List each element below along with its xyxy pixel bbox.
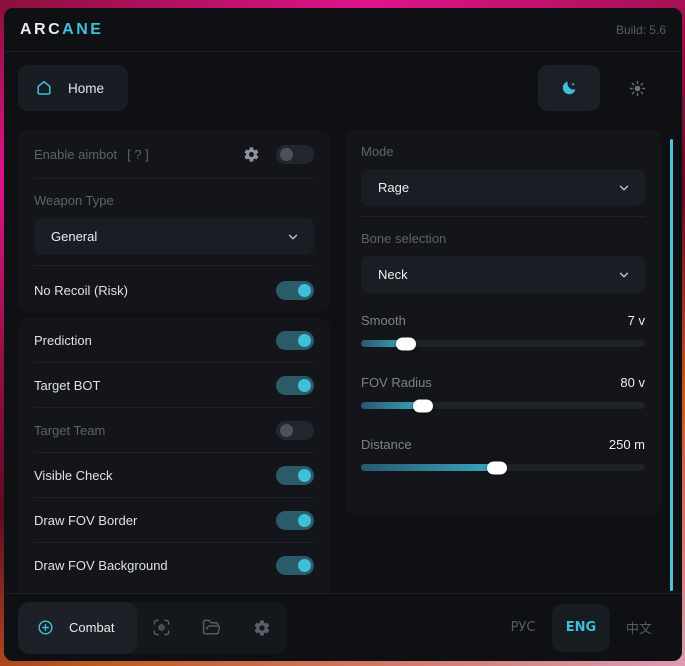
no-recoil-label: No Recoil (Risk): [34, 282, 128, 298]
toggle-row: Draw FOV Border: [18, 498, 330, 542]
target-bot-toggle[interactable]: [276, 375, 314, 395]
lang-eng-button[interactable]: ENG: [552, 603, 610, 652]
tab-visuals[interactable]: [137, 602, 187, 654]
tab-configs[interactable]: [187, 602, 237, 654]
build-version: Build: 5.6: [615, 22, 666, 37]
brand-suffix: ANE: [62, 20, 104, 38]
bone-selection-label: Bone selection: [361, 231, 447, 246]
home-label: Home: [68, 80, 105, 96]
toggle-label: Visible Check: [34, 467, 113, 483]
toggle-label: Draw FOV Background: [34, 557, 168, 573]
eye-scan-icon: [152, 618, 171, 637]
chevron-down-icon: [286, 230, 300, 244]
app-logo: ARCANE: [20, 21, 103, 39]
home-icon: [34, 78, 54, 98]
fov-radius-value: 80 v: [620, 375, 645, 390]
brand-prefix: ARC: [20, 20, 63, 38]
toggle-row: Target Team: [18, 408, 330, 452]
fov-radius-label: FOV Radius: [361, 375, 432, 390]
light-mode-button[interactable]: [606, 65, 668, 111]
enable-aimbot-row: Enable aimbot [ ? ]: [18, 130, 330, 178]
tab-settings[interactable]: [237, 602, 287, 654]
draw-fov-background-toggle[interactable]: [276, 555, 314, 575]
divider: [34, 178, 314, 179]
folder-open-icon: [202, 618, 221, 637]
no-recoil-toggle[interactable]: [276, 280, 314, 300]
mode-select[interactable]: Rage: [361, 169, 645, 206]
fov-radius-slider[interactable]: [361, 399, 645, 412]
divider: [34, 265, 314, 266]
toggle-label: Draw FOV Border: [34, 512, 138, 528]
toggle-row: Target BOT: [18, 363, 330, 407]
home-button[interactable]: Home: [18, 65, 129, 111]
bone-select[interactable]: Neck: [361, 256, 645, 293]
divider: [34, 452, 314, 453]
lang-zh-button[interactable]: 中文: [610, 604, 668, 652]
distance-slider[interactable]: [361, 461, 645, 474]
toggle-row: Draw FOV Background: [18, 543, 330, 587]
aimbot-settings-gear-icon[interactable]: [243, 146, 260, 163]
mode-label: Mode: [361, 144, 394, 159]
toggle-label: Target BOT: [34, 377, 101, 393]
crosshair-icon: [36, 618, 55, 637]
fov-radius-slider-group: FOV Radius 80 v: [345, 365, 661, 412]
weapon-type-select[interactable]: General: [34, 218, 314, 255]
chevron-down-icon: [617, 268, 631, 282]
lang-rus-button[interactable]: РУС: [494, 604, 552, 652]
aimbot-card: Enable aimbot [ ? ] Weapon Type General N…: [18, 130, 330, 312]
divider: [34, 407, 314, 408]
moon-icon: [560, 79, 578, 97]
smooth-value: 7 v: [627, 313, 645, 328]
nav-row: Home: [4, 52, 682, 124]
mode-value: Rage: [378, 180, 410, 195]
enable-aimbot-toggle[interactable]: [276, 144, 314, 164]
draw-fov-border-toggle[interactable]: [276, 510, 314, 530]
mode-card: Mode Rage Bone selection Neck Smooth 7 v: [345, 130, 661, 515]
help-hint[interactable]: [ ? ]: [127, 146, 149, 162]
weapon-type-value: General: [51, 229, 98, 244]
titlebar: ARCANE Build: 5.6: [4, 8, 682, 52]
target-team-toggle[interactable]: [276, 420, 314, 440]
distance-slider-group: Distance 250 m: [345, 427, 661, 474]
dark-mode-button[interactable]: [538, 65, 600, 111]
distance-label: Distance: [361, 437, 412, 452]
sun-icon: [629, 80, 646, 97]
app-window: ARCANE Build: 5.6 Home: [4, 8, 682, 661]
slider-handle[interactable]: [396, 337, 417, 350]
tab-combat[interactable]: Combat: [18, 601, 137, 654]
distance-value: 250 m: [608, 437, 645, 452]
scrollbar[interactable]: [670, 139, 673, 591]
smooth-label: Smooth: [361, 313, 406, 328]
enable-aimbot-label: Enable aimbot: [34, 146, 118, 162]
toggle-label: Target Team: [34, 422, 106, 438]
gear-icon: [253, 619, 271, 637]
visible-check-toggle[interactable]: [276, 465, 314, 485]
content-area: Enable aimbot [ ? ] Weapon Type General N…: [4, 130, 682, 593]
theme-toggle-group: [538, 65, 668, 111]
no-recoil-row: No Recoil (Risk): [18, 266, 330, 314]
slider-handle[interactable]: [487, 461, 508, 474]
toggle-label: Prediction: [34, 332, 92, 348]
prediction-toggle[interactable]: [276, 330, 314, 350]
smooth-slider[interactable]: [361, 337, 645, 350]
toggle-row: Visible Check: [18, 453, 330, 497]
slider-handle[interactable]: [413, 399, 434, 412]
divider: [361, 216, 645, 217]
bone-value: Neck: [378, 267, 408, 282]
combat-label: Combat: [69, 620, 115, 635]
toggle-row: Prediction: [18, 318, 330, 362]
smooth-slider-group: Smooth 7 v: [345, 303, 661, 350]
bottom-tabs: Combat: [18, 601, 287, 654]
divider: [34, 542, 314, 543]
divider: [34, 497, 314, 498]
divider: [34, 362, 314, 363]
toggle-list-card: Prediction Target BOT Target Team Visibl…: [18, 318, 330, 593]
footer-bar: Combat РУС ENG 中文: [4, 593, 682, 661]
chevron-down-icon: [617, 181, 631, 195]
weapon-type-label: Weapon Type: [34, 193, 114, 208]
language-switcher: РУС ENG 中文: [494, 603, 668, 652]
